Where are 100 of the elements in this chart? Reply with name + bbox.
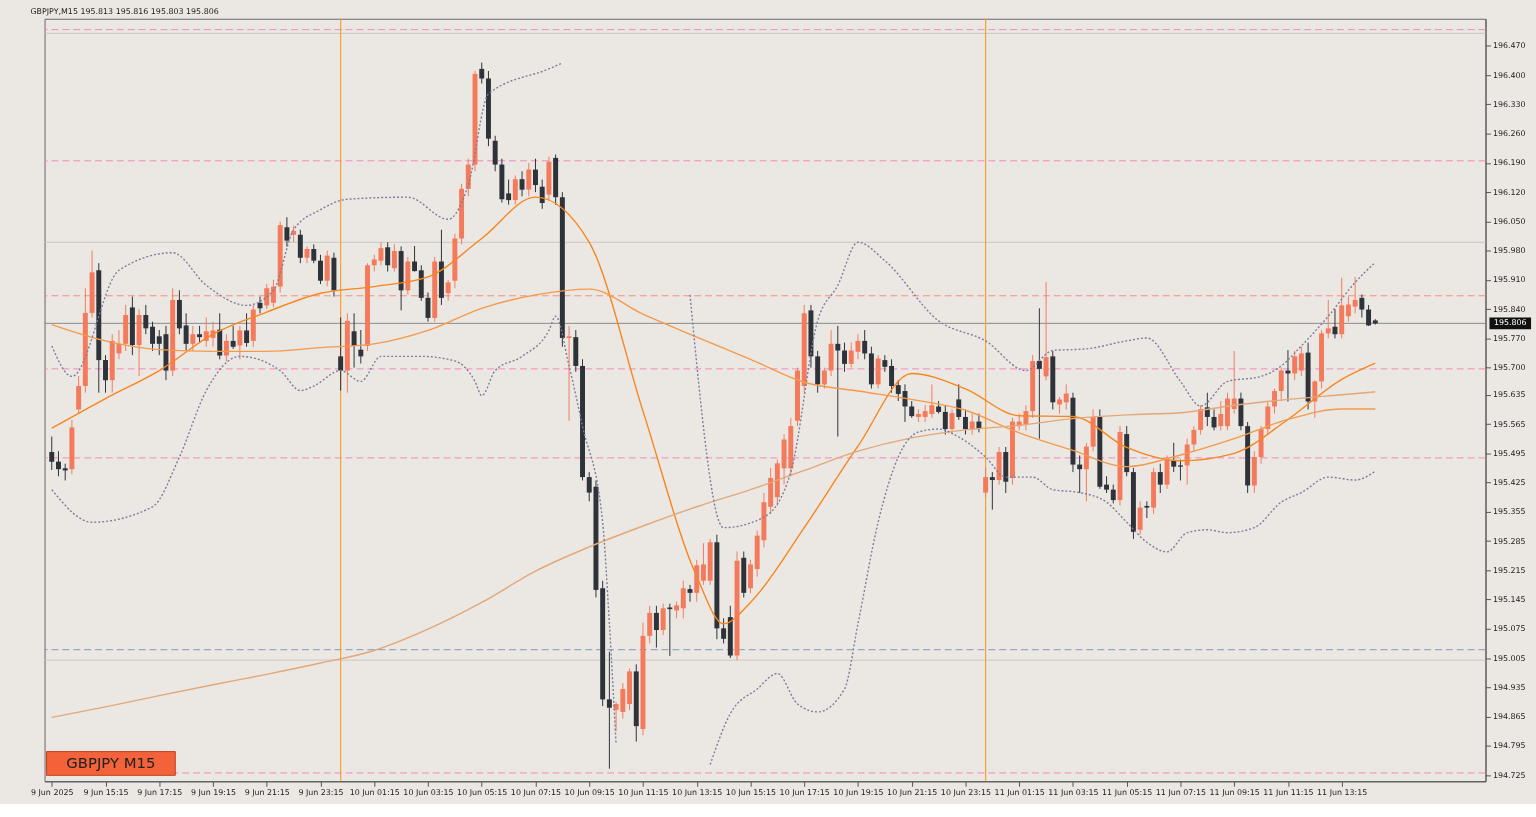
- candlestick: [1036, 307, 1042, 440]
- candlestick: [1332, 308, 1338, 339]
- candlestick: [297, 229, 303, 264]
- candlestick: [1211, 408, 1217, 431]
- candlestick: [1218, 400, 1224, 431]
- y-tick-label: 196.260: [1492, 129, 1526, 139]
- x-tick-label: 11 Jun 01:15: [994, 787, 1045, 797]
- x-tick-label: 10 Jun 03:15: [403, 787, 454, 797]
- candlestick: [539, 179, 545, 210]
- x-tick-label: 10 Jun 13:15: [672, 787, 723, 797]
- y-tick-label: 195.005: [1492, 653, 1526, 663]
- x-tick-label: 11 Jun 05:15: [1102, 787, 1153, 797]
- candlestick: [318, 254, 323, 285]
- candlestick: [1063, 383, 1069, 410]
- y-tick-label: 194.935: [1492, 682, 1526, 692]
- candlestick: [667, 603, 673, 657]
- y-tick-label: 195.980: [1492, 246, 1526, 256]
- line-series: [51, 288, 1376, 468]
- candlestick: [284, 216, 290, 247]
- candlestick: [412, 245, 418, 273]
- x-tick-label: 10 Jun 07:15: [510, 787, 562, 797]
- candlestick: [606, 651, 612, 770]
- candlestick: [835, 325, 841, 438]
- candlestick: [1352, 276, 1358, 314]
- y-tick-label: 195.215: [1492, 565, 1526, 575]
- candlestick: [1171, 442, 1177, 473]
- y-tick-label: 196.190: [1492, 158, 1526, 168]
- chart-title: GBPJPY,M15 195.813 195.816 195.803 195.806: [30, 7, 219, 17]
- candlestick: [1265, 400, 1271, 435]
- candlestick: [445, 279, 451, 302]
- x-tick-label: 10 Jun 23:15: [940, 787, 992, 797]
- ref-line-label: 195.806: [1493, 318, 1527, 328]
- candlestick: [989, 471, 995, 511]
- candlestick: [244, 312, 250, 348]
- candlestick: [1325, 299, 1331, 339]
- candlestick: [358, 329, 364, 364]
- candlestick: [1345, 296, 1351, 323]
- candlestick: [748, 559, 753, 594]
- candlestick: [1292, 350, 1298, 381]
- annotation: GBPJPY M15: [66, 754, 156, 773]
- candlestick: [49, 436, 55, 471]
- y-tick-label: 195.075: [1492, 624, 1526, 634]
- y-tick-label: 195.770: [1492, 333, 1526, 343]
- candlestick: [1359, 294, 1365, 318]
- candlestick: [190, 325, 196, 352]
- y-tick-label: 196.330: [1492, 99, 1526, 109]
- y-tick-label: 194.795: [1492, 741, 1526, 751]
- candlestick: [257, 296, 263, 314]
- candlestick: [391, 243, 397, 273]
- candlestick: [1198, 404, 1204, 435]
- candlestick: [1157, 463, 1163, 494]
- candlestick: [479, 62, 485, 85]
- x-tick-label: 11 Jun 11:15: [1263, 787, 1314, 797]
- y-tick-label: 195.425: [1492, 478, 1526, 488]
- candlestick: [653, 605, 659, 649]
- candlestick: [949, 408, 955, 435]
- candlestick: [1366, 304, 1372, 327]
- candlestick: [1043, 281, 1049, 381]
- x-tick-label: 9 Jun 15:15: [83, 787, 129, 797]
- candlestick: [1278, 367, 1284, 402]
- candlestick: [533, 158, 538, 193]
- candlestick: [889, 358, 895, 394]
- y-tick-label: 195.565: [1492, 419, 1526, 429]
- candlestick: [842, 342, 848, 373]
- candlestick: [512, 174, 518, 206]
- candlestick: [230, 325, 236, 350]
- y-tick-label: 195.495: [1492, 448, 1526, 458]
- candlestick: [526, 162, 532, 197]
- candlestick: [680, 580, 686, 619]
- candlestick: [237, 325, 243, 360]
- y-tick-label: 196.050: [1492, 216, 1526, 226]
- candlestick: [962, 408, 968, 435]
- y-tick-label: 195.285: [1492, 536, 1526, 546]
- candlestick: [895, 379, 901, 402]
- x-tick-label: 10 Jun 19:15: [833, 787, 884, 797]
- candlestick: [942, 404, 948, 435]
- candlestick: [1204, 392, 1210, 427]
- candlestick: [862, 329, 868, 360]
- x-tick-label: 9 Jun 21:15: [244, 787, 290, 797]
- candlestick: [143, 304, 149, 335]
- candlestick: [1137, 500, 1143, 536]
- line-series: [51, 196, 1376, 625]
- x-tick-label: 11 Jun 09:15: [1209, 787, 1260, 797]
- candlestick: [223, 333, 229, 362]
- x-tick-label: 11 Jun 13:15: [1317, 787, 1368, 797]
- y-tick-label: 196.470: [1492, 41, 1526, 51]
- candlestick: [821, 367, 827, 390]
- y-tick-label: 195.910: [1492, 275, 1526, 285]
- x-tick-label: 10 Jun 15:15: [725, 787, 777, 797]
- candlestick: [1298, 346, 1304, 377]
- candlestick: [338, 317, 344, 392]
- candlestick: [956, 383, 962, 421]
- y-tick-label: 195.635: [1492, 390, 1526, 400]
- x-tick-label: 11 Jun 03:15: [1048, 787, 1099, 797]
- line-series: [51, 391, 1376, 719]
- y-tick-label: 195.145: [1492, 595, 1526, 605]
- candlestick: [150, 321, 156, 352]
- candlestick: [1110, 484, 1116, 504]
- candlestick: [351, 312, 357, 369]
- candlestick: [56, 450, 61, 477]
